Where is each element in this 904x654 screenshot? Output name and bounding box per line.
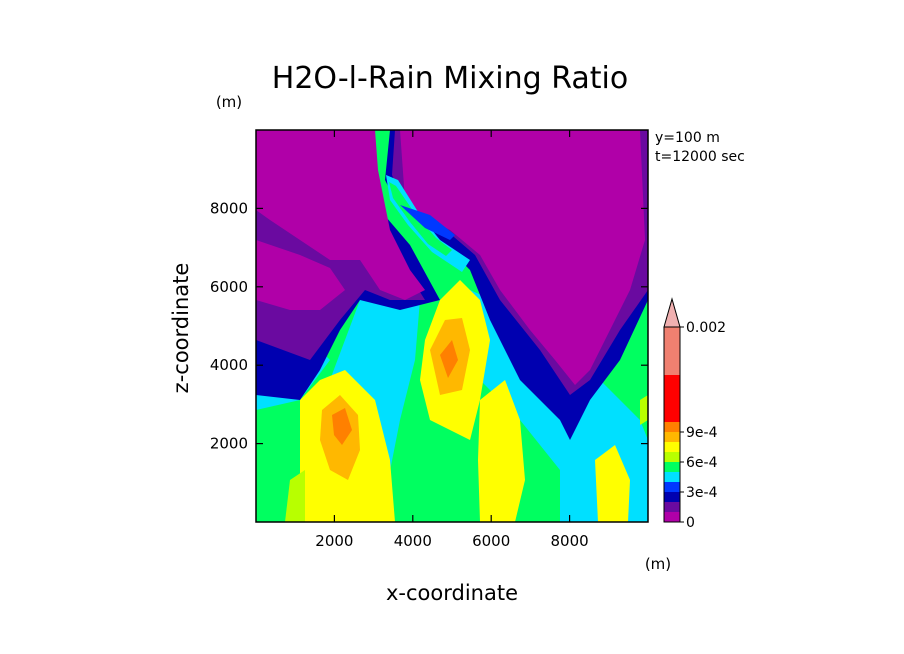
contour-region — [285, 470, 305, 522]
colorbar-segment — [664, 462, 680, 472]
chart-title: H2O-l-Rain Mixing Ratio — [272, 61, 628, 96]
x-tick-label: 4000 — [394, 532, 432, 550]
colorbar-segment — [664, 472, 680, 482]
contour-region — [400, 130, 645, 385]
x-axis-ticks: 2000 4000 6000 8000 — [315, 130, 589, 550]
y-axis-unit: (m) — [216, 93, 242, 111]
colorbar-segment — [664, 492, 680, 502]
contour-region — [256, 240, 345, 310]
colorbar-extend-arrow — [663, 297, 681, 328]
y-tick-label: 6000 — [210, 278, 248, 296]
colorbar-segment — [664, 442, 680, 452]
contour-region — [256, 130, 425, 300]
colorbar-tick-label: 0 — [686, 515, 695, 531]
plot-area — [256, 130, 648, 522]
contour-region — [595, 445, 630, 522]
x-axis-label: x-coordinate — [386, 581, 518, 605]
colorbar-tick-label: 6e-4 — [686, 455, 718, 471]
contour-region — [389, 182, 452, 256]
colorbar-frame — [663, 326, 681, 523]
colorbar-segment — [664, 327, 680, 375]
colorbar-segment — [664, 452, 680, 462]
colorbar-tick-label: 3e-4 — [686, 485, 718, 501]
x-tick-label: 6000 — [472, 532, 510, 550]
contour-region — [640, 395, 648, 425]
x-axis-unit: (m) — [645, 555, 671, 573]
contour-region — [478, 380, 525, 522]
annotation-time: t=12000 sec — [655, 149, 745, 165]
y-tick-label: 8000 — [210, 199, 248, 217]
x-tick-label: 2000 — [315, 532, 353, 550]
contour-region — [400, 205, 455, 240]
plot-frame — [255, 129, 649, 523]
colorbar-segment — [664, 512, 680, 522]
colorbar-segment — [664, 422, 680, 432]
colorbar-segment — [664, 502, 680, 512]
x-tick-label: 8000 — [551, 532, 589, 550]
y-axis-ticks: 2000 4000 6000 8000 — [210, 199, 648, 453]
colorbar-segment — [664, 375, 680, 422]
colorbar-segment — [664, 432, 680, 442]
contour-region — [332, 408, 352, 445]
colorbar-tick-label: 9e-4 — [686, 425, 718, 441]
colorbar-segment — [664, 482, 680, 492]
contour-region — [440, 340, 458, 378]
y-tick-label: 4000 — [210, 356, 248, 374]
colorbar-tick-label: 0.002 — [686, 320, 726, 336]
y-axis-label: z-coordinate — [169, 263, 193, 394]
annotation-y-position: y=100 m — [655, 130, 720, 146]
contour-field — [256, 130, 648, 522]
y-tick-label: 2000 — [210, 435, 248, 453]
colorbar: 0 3e-4 6e-4 9e-4 0.002 — [663, 297, 726, 531]
